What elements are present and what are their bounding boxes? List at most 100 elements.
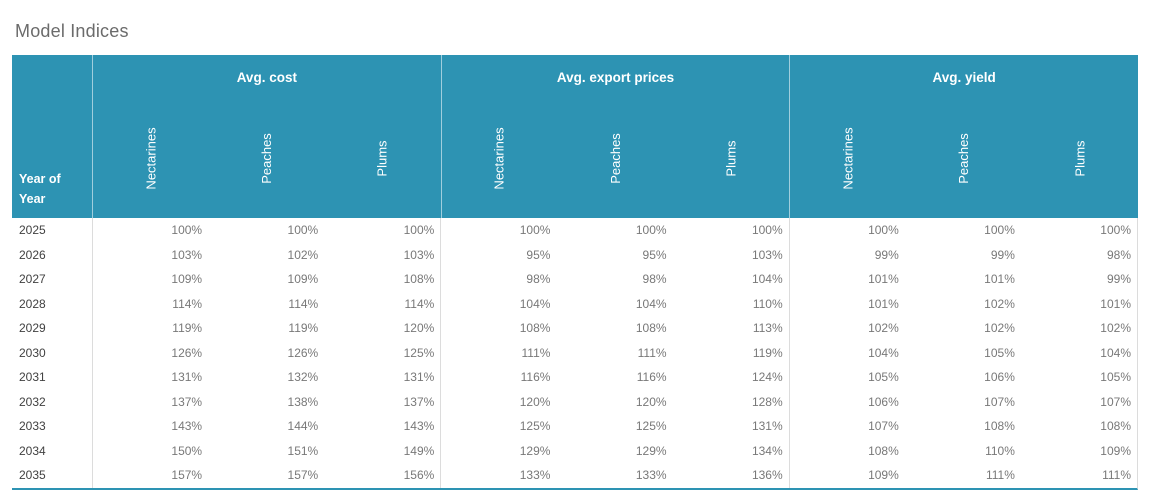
column-label-avg-export-prices-nectarines[interactable]: Nectarines [440,99,557,218]
value-cell[interactable]: 100% [751,223,783,238]
value-cell[interactable]: 110% [985,443,1015,458]
value-cell[interactable]: 110% [752,296,783,311]
value-cell[interactable]: 108% [1100,419,1131,434]
column-label-avg-yield-nectarines[interactable]: Nectarines [789,99,905,218]
year-cell-2029[interactable]: 2029 [19,321,46,336]
value-cell[interactable]: 143% [92,414,208,439]
value-cell[interactable]: 137% [403,394,435,409]
value-cell[interactable]: 105% [984,345,1015,360]
value-cell[interactable]: 104% [440,291,556,316]
year-cell-2035[interactable]: 2035 [19,468,46,483]
value-cell[interactable]: 100% [984,223,1015,238]
value-cell[interactable]: 99% [1106,272,1131,287]
value-cell[interactable]: 137% [92,389,208,414]
value-cell[interactable]: 102% [984,321,1015,336]
value-cell[interactable]: 114% [92,291,208,316]
column-label-avg-cost-nectarines[interactable]: Nectarines [92,99,208,218]
value-cell[interactable]: 124% [751,370,783,385]
value-cell[interactable]: 119% [92,316,208,341]
value-cell[interactable]: 111% [985,468,1015,483]
value-cell[interactable]: 120% [403,321,435,336]
value-cell[interactable]: 104% [788,340,905,365]
value-cell[interactable]: 104% [751,272,783,287]
value-cell[interactable]: 106% [984,370,1015,385]
year-cell-2034[interactable]: 2034 [19,443,46,458]
value-cell[interactable]: 95% [642,247,667,262]
year-cell-2028[interactable]: 2028 [19,296,46,311]
row-header-year-of-year[interactable]: Year of Year [12,55,92,218]
value-cell[interactable]: 157% [287,468,319,483]
value-cell[interactable]: 107% [1100,394,1131,409]
value-cell[interactable]: 103% [751,247,783,262]
value-cell[interactable]: 108% [440,316,556,341]
value-cell[interactable]: 102% [287,247,319,262]
value-cell[interactable]: 109% [788,463,905,488]
value-cell[interactable]: 100% [1100,223,1131,238]
value-cell[interactable]: 126% [92,340,208,365]
value-cell[interactable]: 133% [635,468,667,483]
value-cell[interactable]: 157% [92,463,208,488]
value-cell[interactable]: 108% [635,321,667,336]
value-cell[interactable]: 114% [404,296,435,311]
column-label-avg-export-prices-peaches[interactable]: Peaches [557,99,673,218]
value-cell[interactable]: 104% [1100,345,1131,360]
value-cell[interactable]: 149% [403,443,435,458]
value-cell[interactable]: 101% [788,267,905,292]
value-cell[interactable]: 131% [751,419,783,434]
value-cell[interactable]: 143% [403,419,435,434]
value-cell[interactable]: 104% [635,296,667,311]
value-cell[interactable]: 129% [440,438,556,463]
value-cell[interactable]: 100% [635,223,667,238]
column-label-avg-cost-peaches[interactable]: Peaches [208,99,324,218]
value-cell[interactable]: 131% [403,370,435,385]
value-cell[interactable]: 102% [984,296,1015,311]
value-cell[interactable]: 114% [288,296,319,311]
value-cell[interactable]: 125% [440,414,556,439]
value-cell[interactable]: 108% [984,419,1015,434]
value-cell[interactable]: 101% [788,291,905,316]
year-cell-2025[interactable]: 2025 [19,223,46,238]
value-cell[interactable]: 111% [1102,468,1131,483]
value-cell[interactable]: 100% [92,218,208,243]
value-cell[interactable]: 129% [635,443,667,458]
value-cell[interactable]: 107% [788,414,905,439]
value-cell[interactable]: 98% [440,267,556,292]
value-cell[interactable]: 144% [287,419,319,434]
value-cell[interactable]: 103% [92,242,208,267]
column-label-avg-yield-plums[interactable]: Plums [1022,99,1138,218]
value-cell[interactable]: 98% [642,272,667,287]
year-cell-2030[interactable]: 2030 [19,345,46,360]
year-cell-2032[interactable]: 2032 [19,394,46,409]
year-cell-2026[interactable]: 2026 [19,247,46,262]
value-cell[interactable]: 125% [635,419,667,434]
value-cell[interactable]: 105% [788,365,905,390]
value-cell[interactable]: 136% [751,468,783,483]
value-cell[interactable]: 111% [637,345,667,360]
value-cell[interactable]: 107% [984,394,1015,409]
value-cell[interactable]: 108% [788,438,905,463]
value-cell[interactable]: 101% [1100,296,1131,311]
value-cell[interactable]: 99% [788,242,905,267]
column-label-avg-cost-plums[interactable]: Plums [324,99,440,218]
value-cell[interactable]: 138% [287,394,319,409]
value-cell[interactable]: 100% [287,223,319,238]
year-cell-2033[interactable]: 2033 [19,419,46,434]
value-cell[interactable]: 98% [1106,247,1131,262]
value-cell[interactable]: 102% [788,316,905,341]
value-cell[interactable]: 100% [788,218,905,243]
value-cell[interactable]: 99% [990,247,1015,262]
value-cell[interactable]: 100% [403,223,435,238]
value-cell[interactable]: 126% [287,345,319,360]
value-cell[interactable]: 105% [1100,370,1131,385]
value-cell[interactable]: 106% [788,389,905,414]
value-cell[interactable]: 131% [92,365,208,390]
value-cell[interactable]: 111% [440,340,556,365]
value-cell[interactable]: 120% [635,394,667,409]
year-cell-2031[interactable]: 2031 [19,370,46,385]
value-cell[interactable]: 132% [287,370,319,385]
year-cell-2027[interactable]: 2027 [19,272,46,287]
value-cell[interactable]: 125% [403,345,435,360]
value-cell[interactable]: 133% [440,463,556,488]
column-label-avg-export-prices-plums[interactable]: Plums [673,99,789,218]
column-label-avg-yield-peaches[interactable]: Peaches [906,99,1022,218]
